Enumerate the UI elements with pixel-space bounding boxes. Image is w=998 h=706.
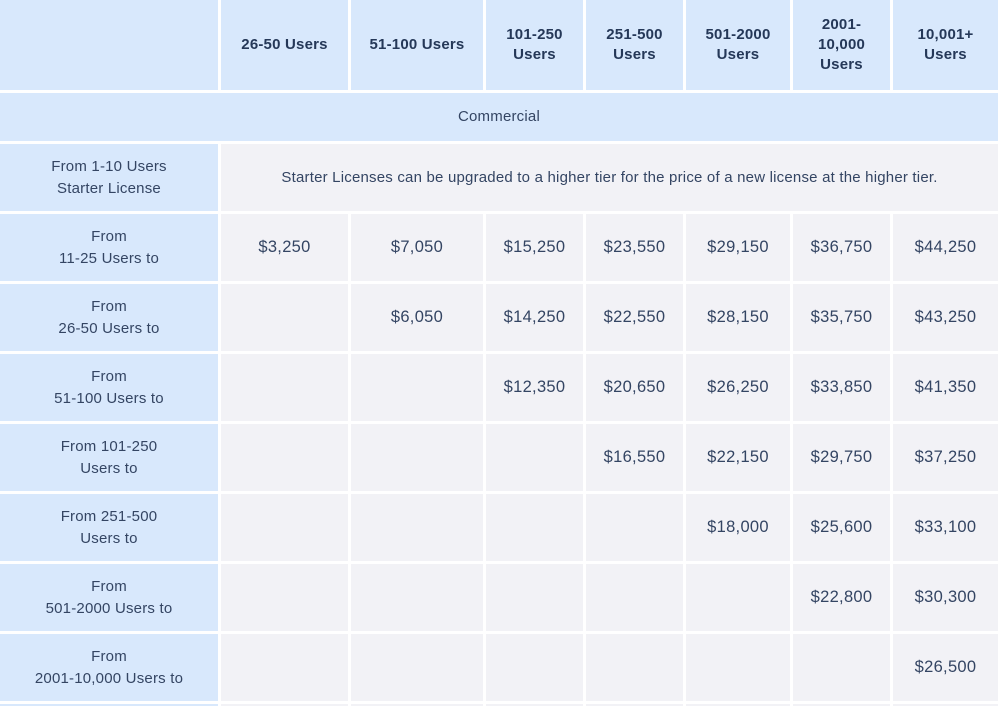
- price-cell: [793, 634, 890, 701]
- price-cell: $33,100: [893, 494, 998, 561]
- cutoff-row-cell: [221, 704, 348, 706]
- price-cell: [586, 564, 683, 631]
- corner-cell: [0, 0, 218, 90]
- cutoff-row-cell: [586, 704, 683, 706]
- tier-header-2001-10000: 2001- 10,000 Users: [793, 0, 890, 90]
- price-cell: [221, 424, 348, 491]
- section-header-commercial: Commercial: [0, 93, 998, 141]
- price-cell: $41,350: [893, 354, 998, 421]
- price-cell: $33,850: [793, 354, 890, 421]
- price-cell: [686, 564, 790, 631]
- price-cell: [351, 564, 483, 631]
- price-cell: [351, 634, 483, 701]
- price-cell: [221, 354, 348, 421]
- price-cell: $43,250: [893, 284, 998, 351]
- price-cell: $44,250: [893, 214, 998, 281]
- price-cell: $7,050: [351, 214, 483, 281]
- price-cell: $35,750: [793, 284, 890, 351]
- price-cell: [351, 354, 483, 421]
- price-cell: [351, 494, 483, 561]
- price-cell: $18,000: [686, 494, 790, 561]
- price-cell: $29,150: [686, 214, 790, 281]
- price-cell: [221, 494, 348, 561]
- tier-header-101-250: 101-250 Users: [486, 0, 583, 90]
- row-label-251-500: From 251-500 Users to: [0, 494, 218, 561]
- cutoff-row-cell: [893, 704, 998, 706]
- price-cell: $29,750: [793, 424, 890, 491]
- row-label-101-250: From 101-250 Users to: [0, 424, 218, 491]
- row-label-11-25: From 11-25 Users to: [0, 214, 218, 281]
- price-cell: [221, 284, 348, 351]
- price-cell: [686, 634, 790, 701]
- price-cell: $23,550: [586, 214, 683, 281]
- price-cell: [486, 564, 583, 631]
- price-cell: $36,750: [793, 214, 890, 281]
- price-cell: $16,550: [586, 424, 683, 491]
- price-cell: $28,150: [686, 284, 790, 351]
- price-cell: $22,150: [686, 424, 790, 491]
- price-cell: [586, 634, 683, 701]
- price-cell: $37,250: [893, 424, 998, 491]
- tier-header-10001plus: 10,001+ Users: [893, 0, 998, 90]
- row-label-501-2000: From 501-2000 Users to: [0, 564, 218, 631]
- price-cell: $12,350: [486, 354, 583, 421]
- cutoff-row-cell: [686, 704, 790, 706]
- cutoff-row-cell: [486, 704, 583, 706]
- price-cell: $22,550: [586, 284, 683, 351]
- price-cell: $15,250: [486, 214, 583, 281]
- tier-header-251-500: 251-500 Users: [586, 0, 683, 90]
- row-label-51-100: From 51-100 Users to: [0, 354, 218, 421]
- cutoff-row-cell: [351, 704, 483, 706]
- price-cell: $22,800: [793, 564, 890, 631]
- price-cell: $26,250: [686, 354, 790, 421]
- cutoff-row-cell: [793, 704, 890, 706]
- price-cell: $30,300: [893, 564, 998, 631]
- price-cell: $25,600: [793, 494, 890, 561]
- row-label-2001-10000: From 2001-10,000 Users to: [0, 634, 218, 701]
- row-label-starter: From 1-10 Users Starter License: [0, 144, 218, 211]
- tier-header-51-100: 51-100 Users: [351, 0, 483, 90]
- price-cell: [221, 634, 348, 701]
- price-cell: $6,050: [351, 284, 483, 351]
- tier-header-26-50: 26-50 Users: [221, 0, 348, 90]
- price-cell: [586, 494, 683, 561]
- price-cell: $20,650: [586, 354, 683, 421]
- price-cell: $26,500: [893, 634, 998, 701]
- price-cell: [486, 634, 583, 701]
- price-cell: [351, 424, 483, 491]
- cutoff-row-label-cell: [0, 704, 218, 706]
- price-cell: [486, 424, 583, 491]
- starter-upgrade-note: Starter Licenses can be upgraded to a hi…: [221, 144, 998, 211]
- price-cell: [486, 494, 583, 561]
- price-cell: [221, 564, 348, 631]
- row-label-26-50: From 26-50 Users to: [0, 284, 218, 351]
- tier-header-501-2000: 501-2000 Users: [686, 0, 790, 90]
- price-cell: $14,250: [486, 284, 583, 351]
- price-cell: $3,250: [221, 214, 348, 281]
